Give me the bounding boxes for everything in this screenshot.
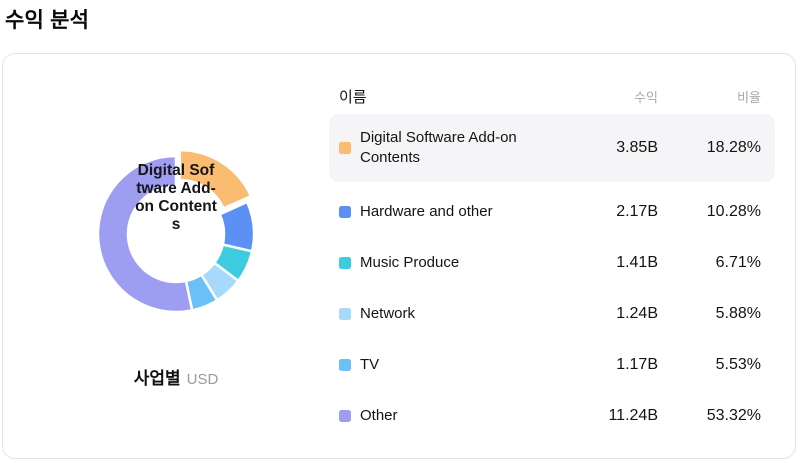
series-name: Other	[360, 406, 398, 424]
series-revenue: 11.24B	[608, 406, 658, 424]
series-name: TV	[360, 355, 380, 373]
series-revenue: 1.17B	[616, 355, 658, 373]
series-ratio: 10.28%	[706, 202, 761, 220]
page-title: 수익 분석	[5, 9, 90, 32]
series-revenue: 1.24B	[616, 304, 658, 322]
donut-center-label: Digital Sof tware Add- on Content s	[106, 162, 246, 234]
series-color-swatch	[339, 256, 351, 269]
revenue-card: Digital Sof tware Add- on Content s 사업별 U…	[2, 53, 796, 459]
series-color-swatch	[339, 205, 351, 218]
center-label-line: on Content	[135, 198, 217, 215]
series-ratio: 53.32%	[706, 406, 761, 424]
donut-slice[interactable]	[178, 148, 253, 210]
legend-row-digital-software[interactable]: Digital Software Add-on Contents 3.85B 1…	[329, 114, 775, 182]
legend-row-hardware[interactable]: Hardware and other 2.17B 10.28%	[329, 186, 775, 237]
table-header: 이름 수익 비율	[329, 78, 775, 114]
legend-row-other[interactable]: Other 11.24B 53.32%	[329, 390, 775, 441]
column-header-name: 이름	[339, 88, 367, 106]
series-ratio: 5.88%	[715, 304, 761, 322]
chart-caption: 사업별 USD	[3, 364, 349, 389]
series-ratio: 5.53%	[715, 355, 761, 373]
unit-label: USD	[186, 371, 219, 388]
legend-row-music-produce[interactable]: Music Produce 1.41B 6.71%	[329, 237, 775, 288]
series-color-swatch	[339, 142, 351, 154]
series-revenue: 3.85B	[616, 139, 658, 156]
series-color-swatch	[339, 358, 351, 371]
legend-row-network[interactable]: Network 1.24B 5.88%	[329, 288, 775, 339]
donut-chart	[96, 148, 256, 314]
donut-chart-area: Digital Sof tware Add- on Content s 사업별 U…	[3, 54, 349, 414]
series-name: Network	[360, 304, 416, 322]
series-name: Music Produce	[360, 253, 460, 271]
donut-slice[interactable]	[96, 154, 194, 314]
series-table: 이름 수익 비율 Digital Software Add-on Content…	[329, 78, 775, 441]
series-name: Hardware and other	[360, 202, 493, 220]
legend-row-tv[interactable]: TV 1.17B 5.53%	[329, 339, 775, 390]
series-revenue: 2.17B	[616, 202, 658, 220]
series-ratio: 18.28%	[706, 139, 761, 156]
series-revenue: 1.41B	[616, 253, 658, 271]
center-label-line: Digital Sof	[137, 162, 215, 179]
center-label-line: tware Add-	[136, 180, 216, 197]
center-label-line: s	[171, 216, 181, 233]
column-header-ratio: 비율	[737, 89, 761, 105]
series-color-swatch	[339, 307, 351, 320]
series-name: Digital Software Add-on Contents	[360, 129, 517, 166]
column-header-revenue: 수익	[634, 89, 658, 105]
group-label: 사업별	[133, 369, 181, 388]
series-ratio: 6.71%	[715, 253, 761, 271]
series-color-swatch	[339, 409, 351, 422]
